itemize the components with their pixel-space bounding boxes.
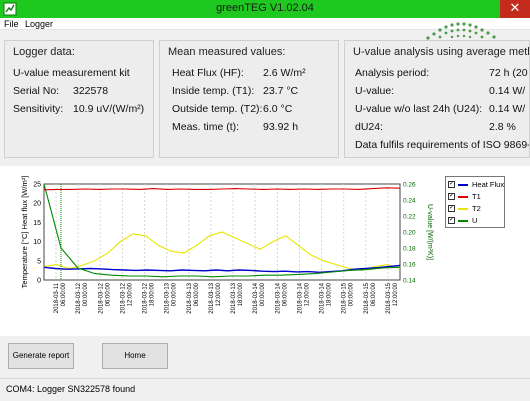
analysis-period-value: 72 h (20: [489, 67, 528, 79]
left-tick-label: 0: [37, 278, 41, 285]
mean-values-panel: Mean measured values: Heat Flux (HF): 2.…: [159, 40, 339, 158]
title-bar: greenTEG V1.02.04 ✕: [0, 0, 530, 18]
meas-time-value: 93.92 h: [263, 121, 299, 133]
legend-label: Heat Flux: [472, 180, 505, 189]
legend-label: U: [472, 216, 478, 225]
legend-swatch: [458, 208, 468, 210]
x-tick-label: 2018-03-1400:00:00: [253, 282, 266, 313]
legend-swatch: [458, 220, 468, 222]
left-tick-label: 25: [33, 182, 41, 189]
mean-panel-title: Mean measured values:: [168, 46, 286, 58]
x-tick-label: 2018-03-1500:00:00: [342, 282, 355, 313]
legend-checkbox[interactable]: ✓: [448, 181, 455, 188]
measurement-chart: 0 5 10 15 20 25 0.14 0.16 0.18 0.20 0.22 0.24 0.26 20…: [20, 176, 433, 314]
x-tick-label: 2018-03-1106:00:00: [54, 282, 67, 313]
close-button[interactable]: ✕: [500, 0, 530, 18]
chart-ticks: 0 5 10 15 20 25 0.14 0.16 0.18 0.20 0.22 0.24 0.26 20…: [33, 182, 416, 314]
left-tick-label: 5: [37, 258, 41, 265]
uvalue-label: U-value:: [355, 85, 395, 97]
right-axis-label: U-value [W/(m²K)]: [426, 204, 433, 260]
du24-value: 2.8 %: [489, 121, 516, 133]
x-tick-label: 2018-03-1200:00:00: [76, 282, 89, 313]
outside-temp-value: 6.0 °C: [263, 103, 293, 115]
legend-label: T1: [472, 192, 481, 201]
right-tick-label: 0.24: [403, 198, 416, 205]
series-line-u: [43, 183, 401, 278]
inside-temp-label: Inside temp. (T1):: [172, 85, 255, 97]
x-tick-label: 2018-03-1212:00:00: [120, 282, 133, 313]
analysis-period-label: Analysis period:: [355, 67, 430, 79]
uvalue-value: 0.14 W/: [489, 85, 526, 97]
legend-checkbox[interactable]: ✓: [448, 205, 455, 212]
chart-legend: ✓ Heat Flux ✓ T1 ✓ T2 ✓ U: [445, 176, 505, 228]
x-tick-label: 2018-03-1512:00:00: [386, 282, 399, 313]
serial-label: Serial No:: [13, 85, 60, 97]
u24-label: U-value w/o last 24h (U24):: [355, 103, 483, 115]
right-tick-label: 0.26: [403, 182, 416, 189]
u24-value: 0.14 W/: [489, 103, 526, 115]
series-line-t1: [43, 187, 401, 191]
x-tick-label: 2018-03-1406:00:00: [275, 282, 288, 313]
x-tick-label: 2018-03-1206:00:00: [98, 282, 111, 313]
left-tick-label: 20: [33, 201, 41, 208]
status-bar: COM4: Logger SN322578 found: [0, 378, 530, 401]
left-tick-label: 10: [33, 239, 41, 246]
generate-report-button[interactable]: Generate report: [8, 343, 74, 369]
legend-swatch: [458, 184, 468, 186]
right-tick-label: 0.18: [403, 246, 416, 253]
uvalue-panel-title: U-value analysis using average method (I…: [353, 46, 529, 58]
x-tick-label: 2018-03-1312:00:00: [209, 282, 222, 313]
logger-panel-title: Logger data:: [13, 46, 75, 58]
heat-flux-label: Heat Flux (HF):: [172, 67, 244, 79]
legend-item-t2[interactable]: ✓ T2: [448, 203, 506, 214]
iso-label: Data fulfils requirements of ISO 9869-1:: [355, 139, 530, 151]
sensitivity-value: 10.9 uV/(W/m²): [73, 103, 145, 115]
x-tick-label: 2018-03-1218:00:00: [143, 282, 156, 313]
home-button[interactable]: Home: [102, 343, 168, 369]
chart-area: 0 5 10 15 20 25 0.14 0.16 0.18 0.20 0.22 0.24 0.26 20…: [0, 166, 530, 336]
heat-flux-value: 2.6 W/m²: [263, 67, 306, 79]
series-line-t2: [43, 231, 401, 271]
meas-time-label: Meas. time (t):: [172, 121, 240, 133]
chart-grid: [55, 184, 389, 280]
sensitivity-label: Sensitivity:: [13, 103, 64, 115]
inside-temp-value: 23.7 °C: [263, 85, 299, 97]
right-tick-label: 0.20: [403, 230, 416, 237]
legend-item-u[interactable]: ✓ U: [448, 215, 506, 226]
legend-label: T2: [472, 204, 481, 213]
legend-item-heat-flux[interactable]: ✓ Heat Flux: [448, 179, 506, 190]
legend-checkbox[interactable]: ✓: [448, 193, 455, 200]
right-tick-label: 0.14: [403, 278, 416, 285]
x-tick-label: 2018-03-1418:00:00: [320, 282, 333, 313]
menu-file[interactable]: File: [4, 19, 19, 29]
status-text: COM4: Logger SN322578 found: [6, 384, 136, 394]
chart-series: [43, 183, 401, 280]
greenteg-logo-icon: [426, 22, 496, 40]
left-axis-label: Temperature [°C] Heat flux [W/m²]: [20, 176, 29, 289]
x-tick-label: 2018-03-1412:00:00: [297, 282, 310, 313]
x-tick-label: 2018-03-1306:00:00: [187, 282, 200, 313]
du24-label: dU24:: [355, 121, 384, 133]
legend-swatch: [458, 196, 468, 198]
app-logo-icon: [3, 2, 17, 16]
window-title: greenTEG V1.02.04: [216, 2, 314, 14]
left-tick-label: 15: [33, 220, 41, 227]
right-tick-label: 0.16: [403, 262, 416, 269]
right-tick-label: 0.22: [403, 214, 416, 221]
x-tick-label: 2018-03-1318:00:00: [231, 282, 244, 313]
legend-item-t1[interactable]: ✓ T1: [448, 191, 506, 202]
uvalue-analysis-panel: U-value analysis using average method (I…: [344, 40, 530, 158]
menu-logger[interactable]: Logger: [25, 19, 54, 29]
legend-checkbox[interactable]: ✓: [448, 217, 455, 224]
serial-value: 322578: [73, 85, 109, 97]
x-tick-label: 2018-03-1506:00:00: [364, 282, 377, 313]
menu-bar: File Logger: [0, 18, 530, 30]
x-tick-label: 2018-03-1300:00:00: [165, 282, 178, 313]
logger-data-panel: Logger data: U-value measurement kit Ser…: [4, 40, 154, 158]
outside-temp-label: Outside temp. (T2):: [172, 103, 263, 115]
kit-name: U-value measurement kit: [13, 67, 130, 79]
